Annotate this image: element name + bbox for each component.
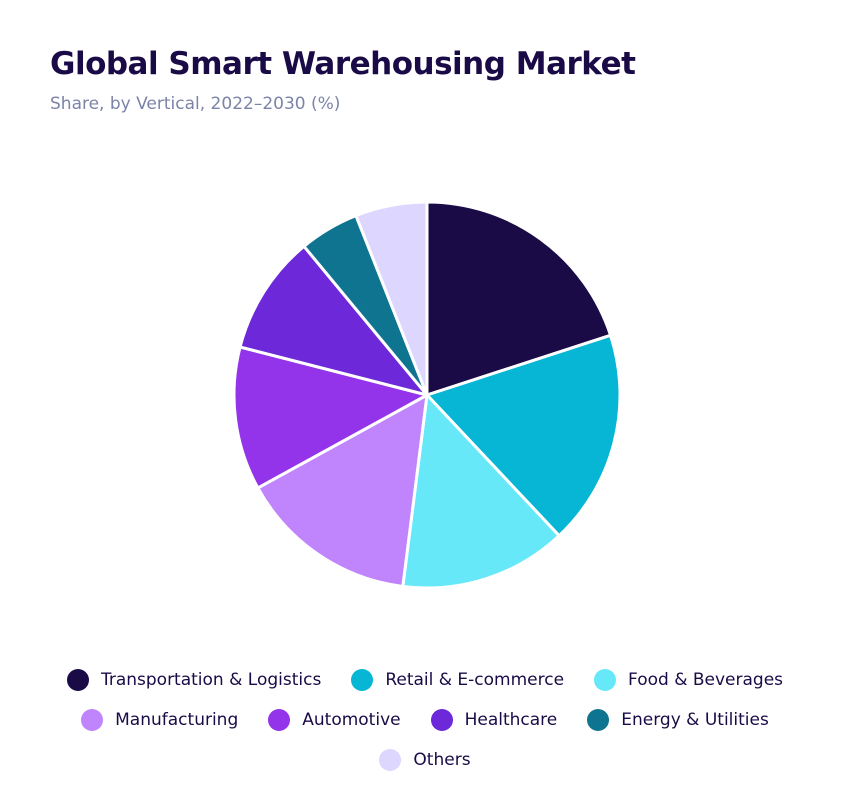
- chart-title: Global Smart Warehousing Market: [50, 46, 636, 82]
- legend-label: Manufacturing: [115, 710, 239, 730]
- pie-slice: [354, 200, 429, 397]
- chart-subtitle: Share, by Vertical, 2022–2030 (%): [50, 94, 341, 114]
- legend-item: Automotive: [268, 708, 401, 732]
- legend-label: Energy & Utilities: [621, 710, 769, 730]
- legend-label: Automotive: [302, 710, 401, 730]
- legend-item: Energy & Utilities: [587, 708, 769, 732]
- legend-item: Manufacturing: [81, 708, 238, 732]
- legend-swatch: [351, 669, 374, 691]
- pie-slice: [425, 333, 622, 538]
- legend-label: Food & Beverages: [628, 670, 784, 690]
- legend-item: Food & Beverages: [594, 668, 783, 692]
- pie-slice: [238, 244, 429, 397]
- legend-label: Retail & E-commerce: [385, 670, 565, 690]
- legend-item: Healthcare: [430, 708, 558, 732]
- pie-slice: [232, 345, 429, 490]
- pie-slice: [401, 393, 561, 590]
- legend: Transportation & Logistics Retail & E-com…: [45, 668, 805, 772]
- legend-swatch: [594, 669, 617, 691]
- legend-label: Transportation & Logistics: [100, 670, 322, 690]
- pie-slice: [425, 200, 613, 397]
- legend-item: Retail & E-commerce: [351, 668, 564, 692]
- legend-swatch: [81, 709, 104, 731]
- legend-swatch: [268, 709, 291, 731]
- pie-slice: [256, 393, 429, 588]
- legend-label: Healthcare: [464, 710, 558, 730]
- legend-swatch: [66, 669, 89, 691]
- legend-item: Others: [379, 748, 471, 772]
- legend-swatch: [430, 709, 453, 731]
- legend-swatch: [379, 749, 402, 771]
- legend-label: Others: [413, 750, 471, 770]
- legend-item: Transportation & Logistics: [66, 668, 322, 692]
- legend-swatch: [587, 709, 610, 731]
